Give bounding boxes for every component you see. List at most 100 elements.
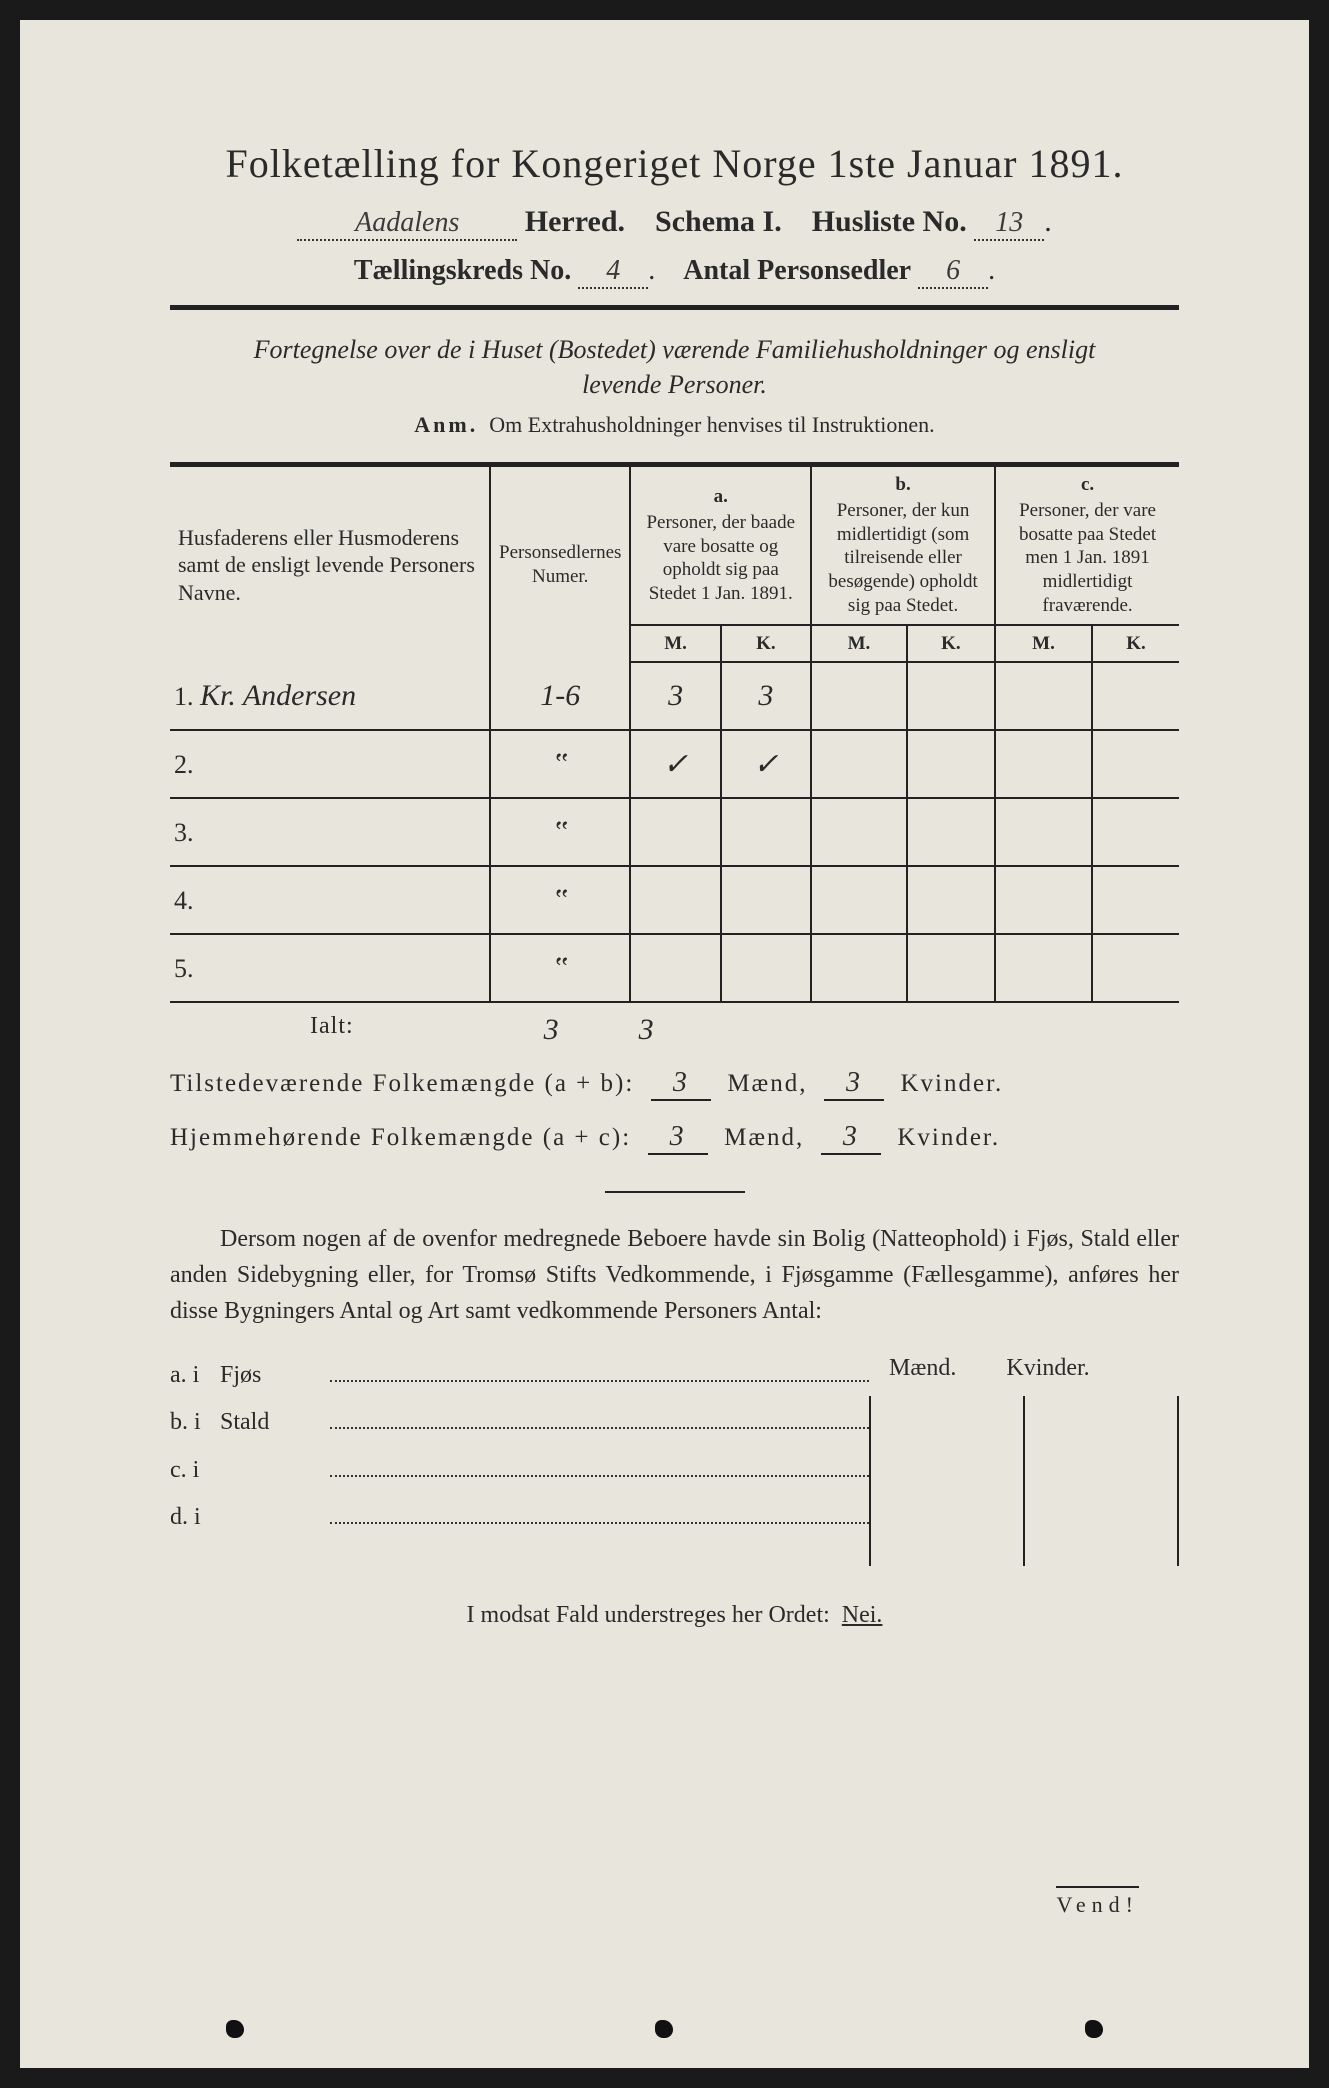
row-c-m (995, 798, 1092, 866)
annotation: Anm. Om Extrahusholdninger henvises til … (170, 412, 1179, 438)
col-name: Husfaderens eller Husmoderens samt de en… (170, 466, 490, 662)
bt-lbl: c. i (170, 1457, 220, 1484)
anm-text: Om Extrahusholdninger henvises til Instr… (489, 412, 934, 437)
sum1-k: 3 (824, 1067, 884, 1101)
bt-dots (330, 1403, 869, 1429)
bottom-col-k (1025, 1396, 1177, 1566)
col-b: b. Personer, der kun midlertidigt (som t… (811, 466, 995, 625)
bottom-col-m (871, 1396, 1025, 1566)
bottom-row: b. iStald (170, 1403, 869, 1436)
sum1-label: Tilstedeværende Folkemængde (a + b): (170, 1070, 634, 1097)
row-a-k: ✓ (721, 730, 811, 798)
row-b-m (811, 866, 907, 934)
col-c-letter: c. (1004, 473, 1171, 497)
bt-dots (330, 1450, 869, 1476)
col-a-m: M. (630, 625, 720, 663)
paragraph: Dersom nogen af de ovenfor medregnede Be… (170, 1221, 1179, 1329)
row-name: 1. Kr. Andersen (170, 662, 490, 730)
husliste-label: Husliste No. (812, 205, 967, 238)
row-name: 5. (170, 934, 490, 1002)
hole-icon (1085, 2020, 1103, 2038)
row-c-m (995, 866, 1092, 934)
row-b-k (907, 934, 995, 1002)
row-c-k (1092, 866, 1179, 934)
header-line-1: Aadalens Herred. Schema I. Husliste No. … (170, 205, 1179, 241)
row-c-k (1092, 798, 1179, 866)
husliste-value: 13 (974, 207, 1044, 241)
vend: Vend! (1056, 1886, 1139, 1918)
bottom-row: a. iFjøs (170, 1355, 869, 1388)
col-c-text: Personer, der vare bosatte paa Stedet me… (1019, 500, 1156, 616)
rule-thick (170, 305, 1179, 310)
nei-word: Nei. (842, 1602, 883, 1628)
row-c-m (995, 662, 1092, 730)
desc-l1: Fortegnelse over de i Huset (Bostedet) v… (254, 335, 1096, 364)
nei-text: I modsat Fald understreges her Ordet: (467, 1602, 830, 1628)
row-c-k (1092, 662, 1179, 730)
sum2-label: Hjemmehørende Folkemængde (a + c): (170, 1124, 631, 1151)
table-row: 5. ‟ (170, 934, 1179, 1002)
bt-word: Stald (220, 1409, 330, 1436)
row-num: ‟ (490, 730, 630, 798)
row-c-m (995, 934, 1092, 1002)
row-b-k (907, 798, 995, 866)
col-a-k: K. (721, 625, 811, 663)
row-b-m (811, 798, 907, 866)
ialt-m: 3 (544, 1013, 559, 1047)
bottom-row: d. i (170, 1498, 869, 1531)
row-a-k (721, 866, 811, 934)
sum-kvinder2: Kvinder. (897, 1124, 1000, 1151)
row-a-k: 3 (721, 662, 811, 730)
row-b-k (907, 866, 995, 934)
bt-word: Fjøs (220, 1362, 330, 1389)
col-c: c. Personer, der vare bosatte paa Stedet… (995, 466, 1179, 625)
row-a-m (630, 866, 720, 934)
table-row: 4. ‟ (170, 866, 1179, 934)
bottom-right-cols (869, 1396, 1179, 1566)
bt-lbl: d. i (170, 1504, 220, 1531)
row-b-m (811, 662, 907, 730)
ialt-label: Ialt: (310, 1013, 354, 1047)
bottom-kvinder: Kvinder. (1006, 1355, 1089, 1382)
anm-label: Anm. (414, 412, 478, 437)
antal-value: 6 (918, 255, 988, 289)
sum1-m: 3 (651, 1067, 711, 1101)
row-c-m (995, 730, 1092, 798)
sum-maend2: Mænd, (724, 1124, 804, 1151)
short-rule (605, 1191, 745, 1193)
hole-icon (655, 2020, 673, 2038)
col-name-text: Husfaderens eller Husmoderens samt de en… (178, 525, 475, 605)
col-b-text: Personer, der kun midlertidigt (som tilr… (828, 500, 977, 616)
col-num: Personsedlernes Numer. (490, 466, 630, 662)
row-a-m: 3 (630, 662, 720, 730)
census-form-page: Folketælling for Kongeriget Norge 1ste J… (20, 20, 1309, 2068)
hole-icon (226, 2020, 244, 2038)
col-b-k: K. (907, 625, 995, 663)
bottom-maend: Mænd. (889, 1355, 956, 1382)
row-num: ‟ (490, 798, 630, 866)
row-c-k (1092, 934, 1179, 1002)
table-row: 2. ‟✓✓ (170, 730, 1179, 798)
main-table: Husfaderens eller Husmoderens samt de en… (170, 465, 1179, 1003)
sum2-k: 3 (821, 1121, 881, 1155)
row-b-k (907, 662, 995, 730)
row-name: 2. (170, 730, 490, 798)
nei-line: I modsat Fald understreges her Ordet: Ne… (170, 1602, 1179, 1629)
row-b-m (811, 934, 907, 1002)
col-c-k: K. (1092, 625, 1179, 663)
table-row: 1. Kr. Andersen1-633 (170, 662, 1179, 730)
binding-holes (20, 2020, 1309, 2038)
row-num: ‟ (490, 934, 630, 1002)
bottom-left: a. iFjøsb. iStaldc. id. i (170, 1355, 869, 1566)
antal-label: Antal Personsedler (683, 255, 911, 286)
bt-lbl: a. i (170, 1362, 220, 1389)
col-b-m: M. (811, 625, 907, 663)
row-num: ‟ (490, 866, 630, 934)
row-a-m (630, 934, 720, 1002)
col-b-letter: b. (820, 473, 986, 497)
bt-lbl: b. i (170, 1409, 220, 1436)
bottom-table: a. iFjøsb. iStaldc. id. i Mænd. Kvinder. (170, 1355, 1179, 1566)
header-line-2: Tællingskreds No. 4. Antal Personsedler … (170, 255, 1179, 289)
kreds-value: 4 (578, 255, 648, 289)
description: Fortegnelse over de i Huset (Bostedet) v… (170, 332, 1179, 402)
